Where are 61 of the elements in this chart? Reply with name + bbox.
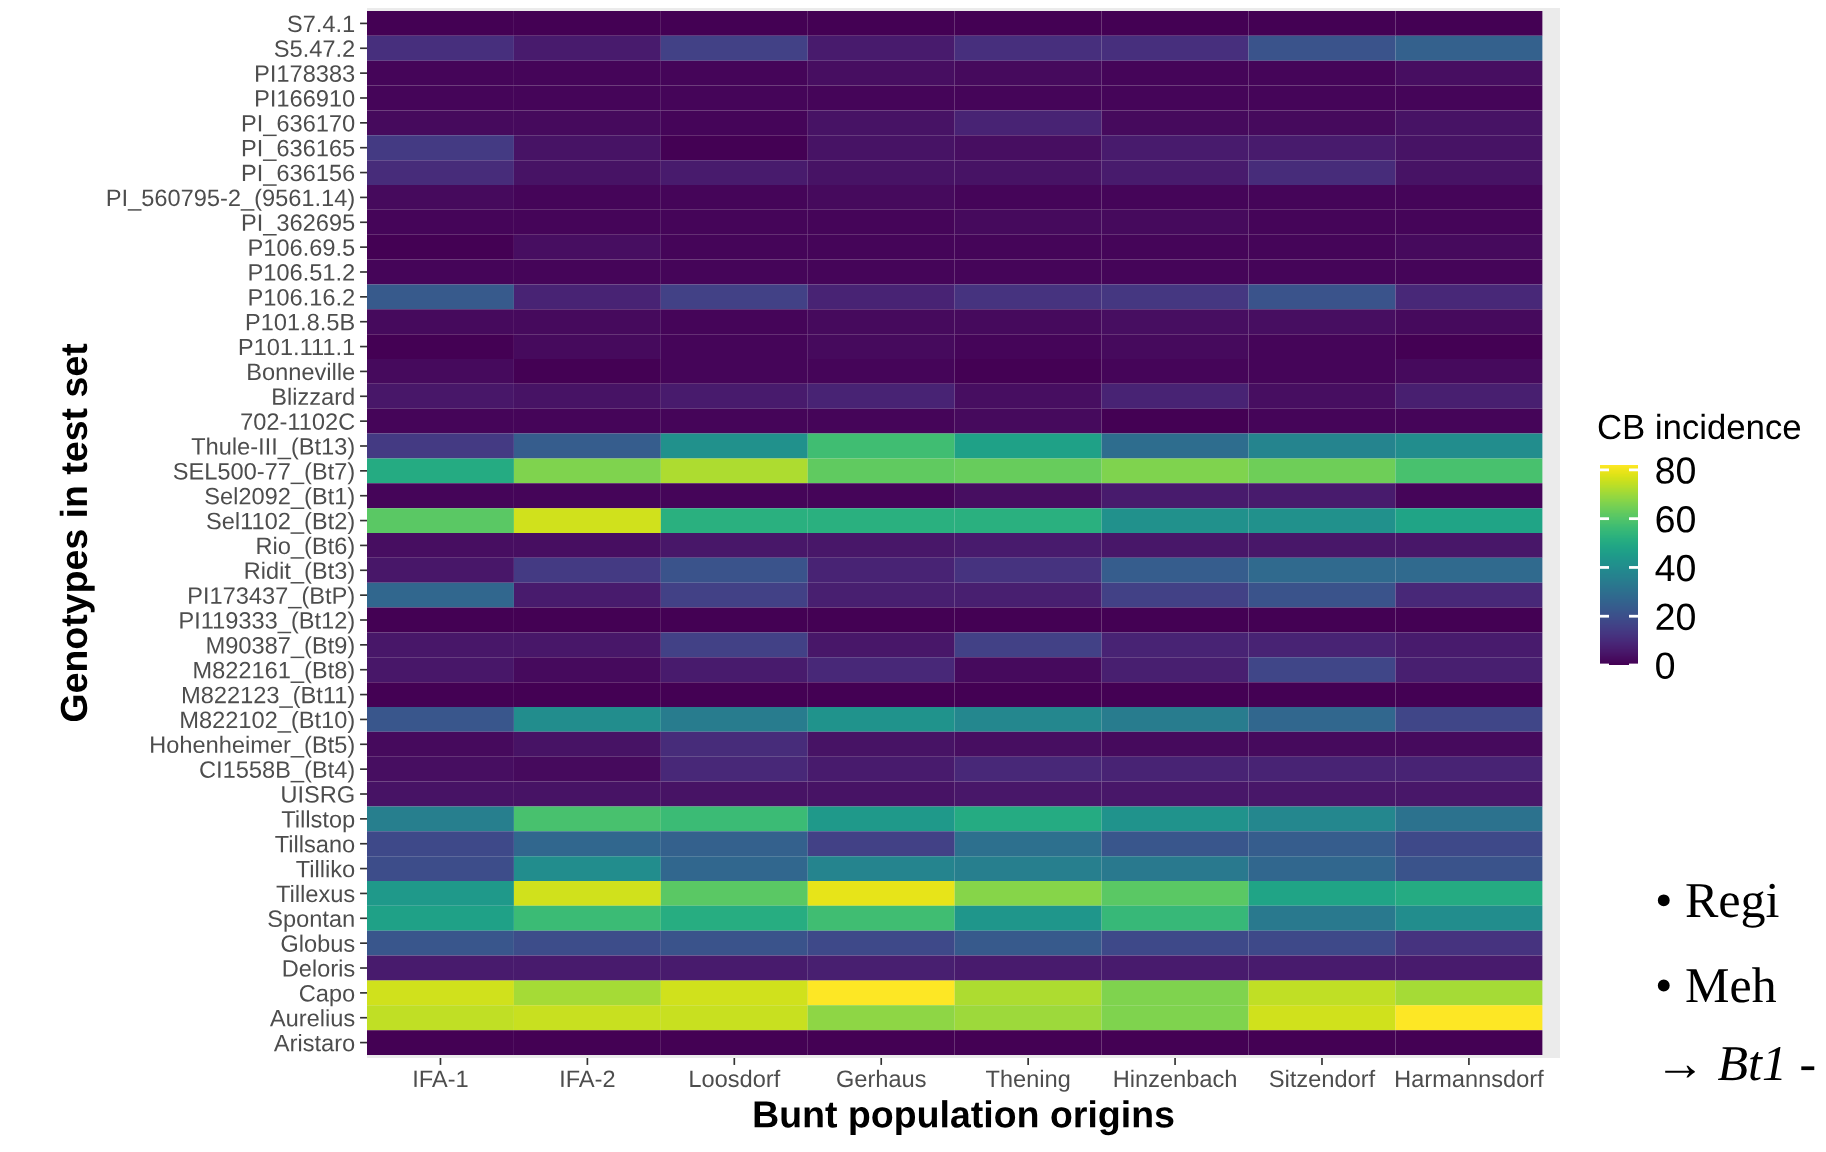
y-tick-label: Aurelius bbox=[269, 1009, 355, 1027]
y-tick-label: 702-1102C bbox=[241, 413, 355, 430]
y-tick-label: Rio_(Bt6) bbox=[257, 536, 354, 559]
color-bar-label: 40 bbox=[1655, 554, 1695, 582]
y-tick-label: Sel2092_(Bt1) bbox=[205, 487, 354, 510]
y-tick-label: Sel1102_(Bt2) bbox=[207, 512, 354, 535]
x-tick-label: Hinzenbach bbox=[1114, 1069, 1236, 1088]
text: • Regi bbox=[1657, 883, 1779, 928]
y-tick-label: Hohenheimer_(Bt5) bbox=[151, 735, 354, 758]
y-tick-label: PI_636165 bbox=[242, 139, 355, 161]
x-tick-label: Gerhaus bbox=[837, 1069, 926, 1088]
y-tick-label: M822123_(Bt11) bbox=[183, 686, 354, 709]
x-tick-label: Loosdorf bbox=[690, 1069, 781, 1088]
y-tick-label: P106.51.2 bbox=[249, 264, 355, 281]
y-tick-label: Capo bbox=[299, 984, 355, 1007]
y-axis-title: Genotypes in test set bbox=[59, 343, 95, 722]
x-tick-label: IFA-1 bbox=[414, 1070, 468, 1087]
y-tick-label: PI119333_(Bt12) bbox=[180, 611, 354, 634]
y-tick-label: PI_362695 bbox=[242, 214, 355, 236]
y-tick-label: CI1558B_(Bt4) bbox=[200, 760, 354, 783]
y-tick-label: M90387_(Bt9) bbox=[207, 636, 354, 659]
y-tick-label: PI_560795-2_(9561.14) bbox=[107, 188, 354, 211]
y-tick-label: Tillstop bbox=[281, 810, 355, 833]
color-bar-label: 80 bbox=[1656, 457, 1695, 484]
y-tick-label: UISRG bbox=[282, 786, 354, 803]
y-tick-label: Spontan bbox=[268, 910, 354, 932]
y-tick-label: Bonneville bbox=[248, 362, 355, 381]
y-tick-label: Tillsano bbox=[275, 835, 355, 853]
y-tick-label: PI178383 bbox=[256, 65, 355, 82]
y-tick-label: Tillexus bbox=[276, 884, 355, 903]
y-tick-label: M822102_(Bt10) bbox=[181, 710, 354, 733]
x-tick-label: Harmannsdorf bbox=[1396, 1069, 1544, 1088]
y-tick-label: PI_636156 bbox=[242, 164, 355, 186]
y-tick-label: S5.47.2 bbox=[274, 40, 355, 58]
y-tick-label: M822161_(Bt8) bbox=[194, 661, 354, 684]
x-tick-label: IFA-2 bbox=[561, 1070, 615, 1087]
x-axis-title: Bunt population origins bbox=[754, 1100, 1174, 1136]
y-tick-label: P106.69.5 bbox=[249, 239, 355, 256]
color-bar-label: 20 bbox=[1656, 603, 1695, 631]
y-tick-label: SEL500-77_(Bt7) bbox=[173, 462, 354, 485]
x-tick-label: Sitzendorf bbox=[1269, 1069, 1376, 1088]
y-tick-label: P101.111.1 bbox=[239, 338, 355, 356]
color-bar-label: 0 bbox=[1656, 652, 1675, 679]
y-tick-label: Ridit_(Bt3) bbox=[245, 561, 354, 584]
y-tick-label: Tilliko bbox=[296, 860, 355, 878]
y-tick-label: PI_636170 bbox=[242, 114, 355, 137]
y-tick-label: PI173437_(BtP) bbox=[189, 586, 354, 609]
color-bar-title: CB incidence bbox=[1598, 413, 1801, 440]
y-tick-label: Aristaro bbox=[273, 1034, 355, 1052]
y-tick-label: Thule-III_(Bt13) bbox=[191, 437, 354, 460]
y-tick-label: Deloris bbox=[283, 959, 355, 977]
x-tick-label: Thening bbox=[986, 1069, 1070, 1092]
color-bar-label: 60 bbox=[1656, 506, 1695, 533]
y-tick-label: Globus bbox=[281, 934, 355, 952]
y-tick-label: PI166910 bbox=[256, 90, 355, 107]
y-tick-label: P101.8.5B bbox=[246, 313, 354, 331]
text: → Bt1 - bbox=[1665, 1047, 1815, 1081]
y-tick-label: Blizzard bbox=[273, 387, 354, 406]
text: • Meh bbox=[1657, 967, 1776, 1003]
y-tick-label: P106.16.2 bbox=[249, 288, 355, 306]
y-tick-label: S7.4.1 bbox=[288, 15, 355, 33]
